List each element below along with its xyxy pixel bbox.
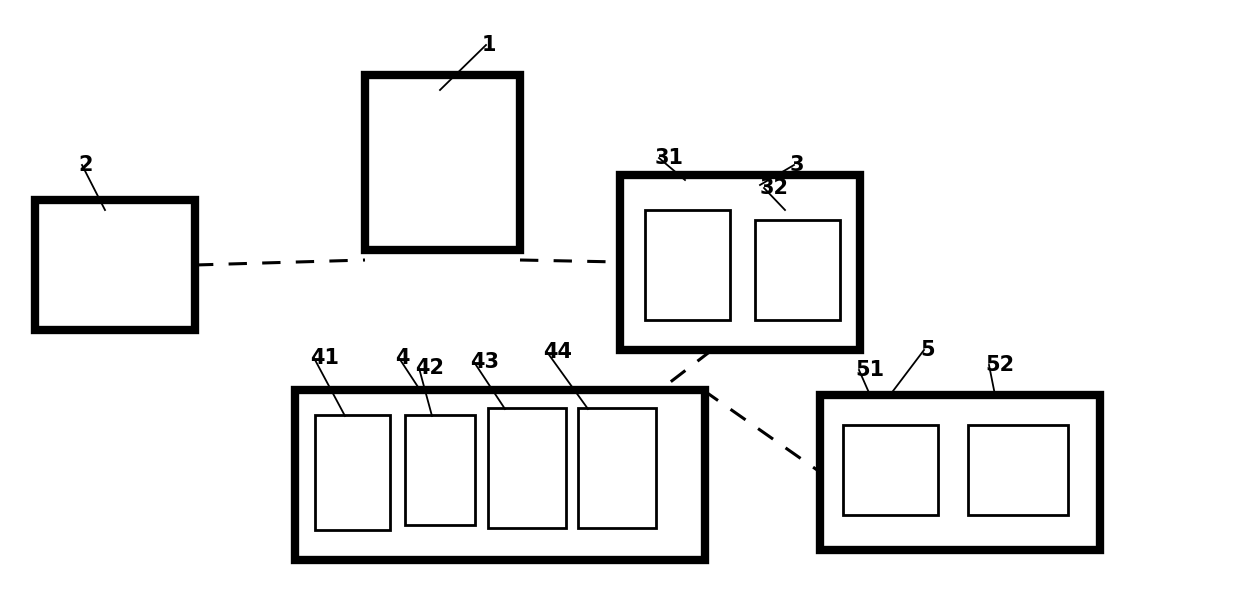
Bar	[645, 210, 730, 320]
Bar	[620, 175, 861, 350]
Text: 2: 2	[78, 155, 93, 175]
Text: 44: 44	[543, 342, 572, 362]
Bar	[755, 220, 839, 320]
Bar	[578, 408, 656, 528]
Bar	[843, 425, 937, 515]
Bar	[295, 390, 706, 560]
Bar	[365, 75, 520, 250]
Bar	[820, 395, 1100, 550]
Text: 32: 32	[760, 178, 789, 198]
Bar	[489, 408, 565, 528]
Text: 3: 3	[790, 155, 805, 175]
Bar	[315, 415, 391, 530]
Bar	[405, 415, 475, 525]
Text: 41: 41	[310, 348, 339, 368]
Text: 43: 43	[470, 352, 498, 372]
Text: 52: 52	[985, 355, 1014, 375]
Bar	[968, 425, 1068, 515]
Bar	[35, 200, 195, 330]
Text: 5: 5	[920, 340, 935, 360]
Text: 42: 42	[415, 358, 444, 378]
Text: 4: 4	[396, 348, 409, 368]
Text: 31: 31	[655, 148, 684, 168]
Text: 51: 51	[856, 360, 884, 380]
Text: 1: 1	[482, 35, 496, 55]
